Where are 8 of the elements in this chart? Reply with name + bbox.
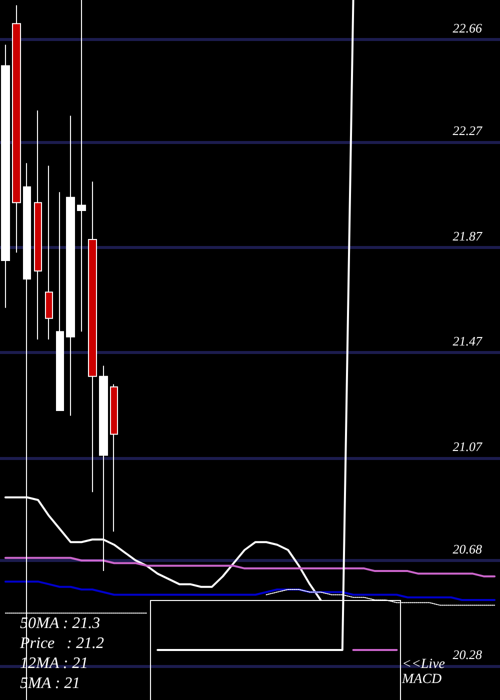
annotation: <<Live MACD <box>402 657 446 687</box>
y-tick-label: 21.07 <box>452 438 482 454</box>
y-tick-label: 20.68 <box>452 542 482 557</box>
y-tick-label: 22.27 <box>452 123 482 138</box>
y-tick-label: 21.87 <box>452 228 482 244</box>
y-tick-label: 21.47 <box>452 334 482 349</box>
y-tick-label: 20.28 <box>452 646 482 662</box>
y-tick-label: 22.66 <box>452 20 482 36</box>
